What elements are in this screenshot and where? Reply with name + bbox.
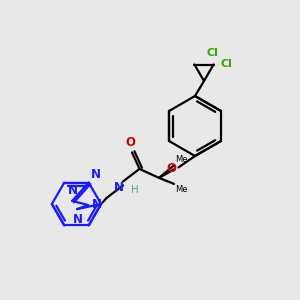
Text: N: N [91, 168, 100, 181]
Text: Me: Me [175, 185, 188, 194]
Text: Cl: Cl [206, 48, 218, 58]
Text: Cl: Cl [220, 59, 232, 69]
Text: O: O [126, 136, 136, 149]
Text: N: N [73, 213, 82, 226]
Text: N: N [114, 181, 124, 194]
Text: H: H [131, 185, 139, 195]
Text: N: N [92, 198, 102, 211]
Text: Me: Me [175, 155, 188, 164]
Text: N: N [68, 184, 78, 197]
Text: O: O [167, 161, 176, 175]
